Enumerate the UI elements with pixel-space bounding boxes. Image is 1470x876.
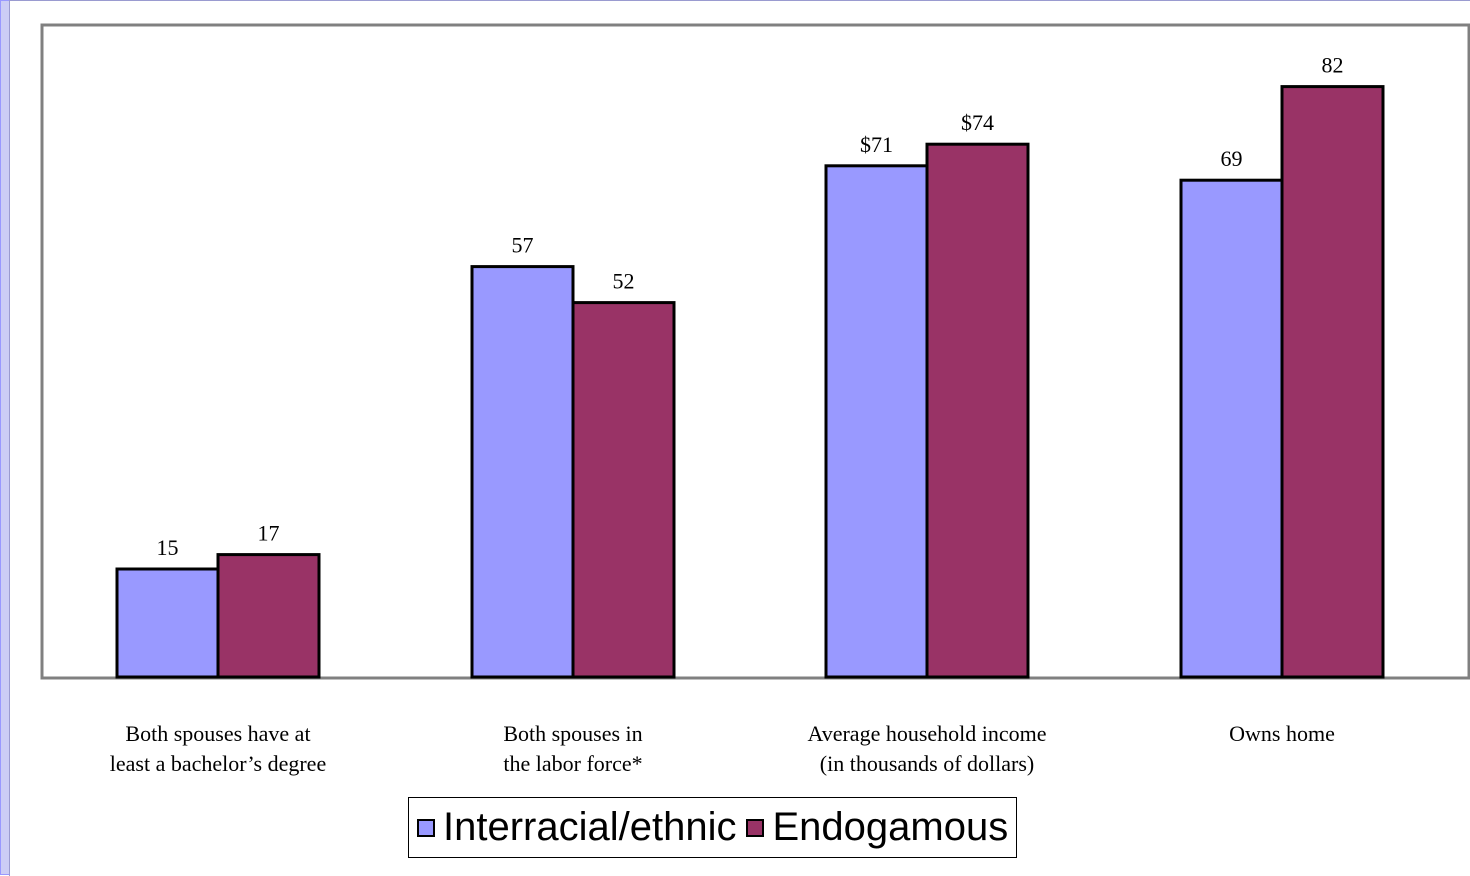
bar-interracial-owns-home <box>1179 178 1284 679</box>
bar-interracial-income <box>824 164 929 679</box>
data-labels-group: 15 57 $71 69 17 52 $74 82 <box>157 53 1344 560</box>
legend-item-series-1: Endogamous <box>746 805 1008 850</box>
legend-label-endogamous: Endogamous <box>772 805 1009 849</box>
legend-swatch-interracial <box>417 818 435 837</box>
data-label-endogamous-bachelors: 17 <box>258 521 280 546</box>
legend: Interracial/ethnic Endogamous <box>408 797 1018 858</box>
category-label-line: Both spouses have at <box>125 721 311 746</box>
legend-label-interracial: Interracial/ethnic <box>443 805 737 849</box>
legend-swatch-endogamous <box>746 818 765 837</box>
bar-endogamous-bachelors <box>216 553 321 679</box>
bar-endogamous-labor-force <box>571 301 676 679</box>
bar-interracial-labor-force <box>470 265 575 679</box>
category-label-line: the labor force* <box>503 751 643 776</box>
category-label-line: least a bachelor’s degree <box>109 751 327 776</box>
category-label-line: Both spouses in <box>503 721 643 746</box>
category-label-labor-force: Both spouses in the labor force* <box>413 719 733 779</box>
data-label-endogamous-labor-force: 52 <box>613 269 635 294</box>
bar-interracial-bachelors <box>115 567 220 679</box>
category-label-owns-home: Owns home <box>1122 719 1442 749</box>
category-label-line: Owns home <box>1229 721 1335 746</box>
category-label-line: (in thousands of dollars) <box>819 751 1035 776</box>
data-label-interracial-bachelors: 15 <box>157 535 179 560</box>
data-label-endogamous-owns-home: 82 <box>1322 53 1344 78</box>
data-label-interracial-income: $71 <box>860 132 893 157</box>
bars-group <box>115 85 1385 679</box>
data-label-interracial-owns-home: 69 <box>1221 146 1243 171</box>
category-label-income: Average household income (in thousands of… <box>767 719 1087 779</box>
category-label-bachelors: Both spouses have at least a bachelor’s d… <box>58 719 378 779</box>
legend-item-series-0: Interracial/ethnic <box>417 805 736 850</box>
data-label-endogamous-income: $74 <box>961 110 994 135</box>
data-label-interracial-labor-force: 57 <box>512 233 534 258</box>
bar-endogamous-owns-home <box>1280 85 1385 679</box>
category-label-line: Average household income <box>807 721 1047 746</box>
bar-endogamous-income <box>925 142 1030 679</box>
